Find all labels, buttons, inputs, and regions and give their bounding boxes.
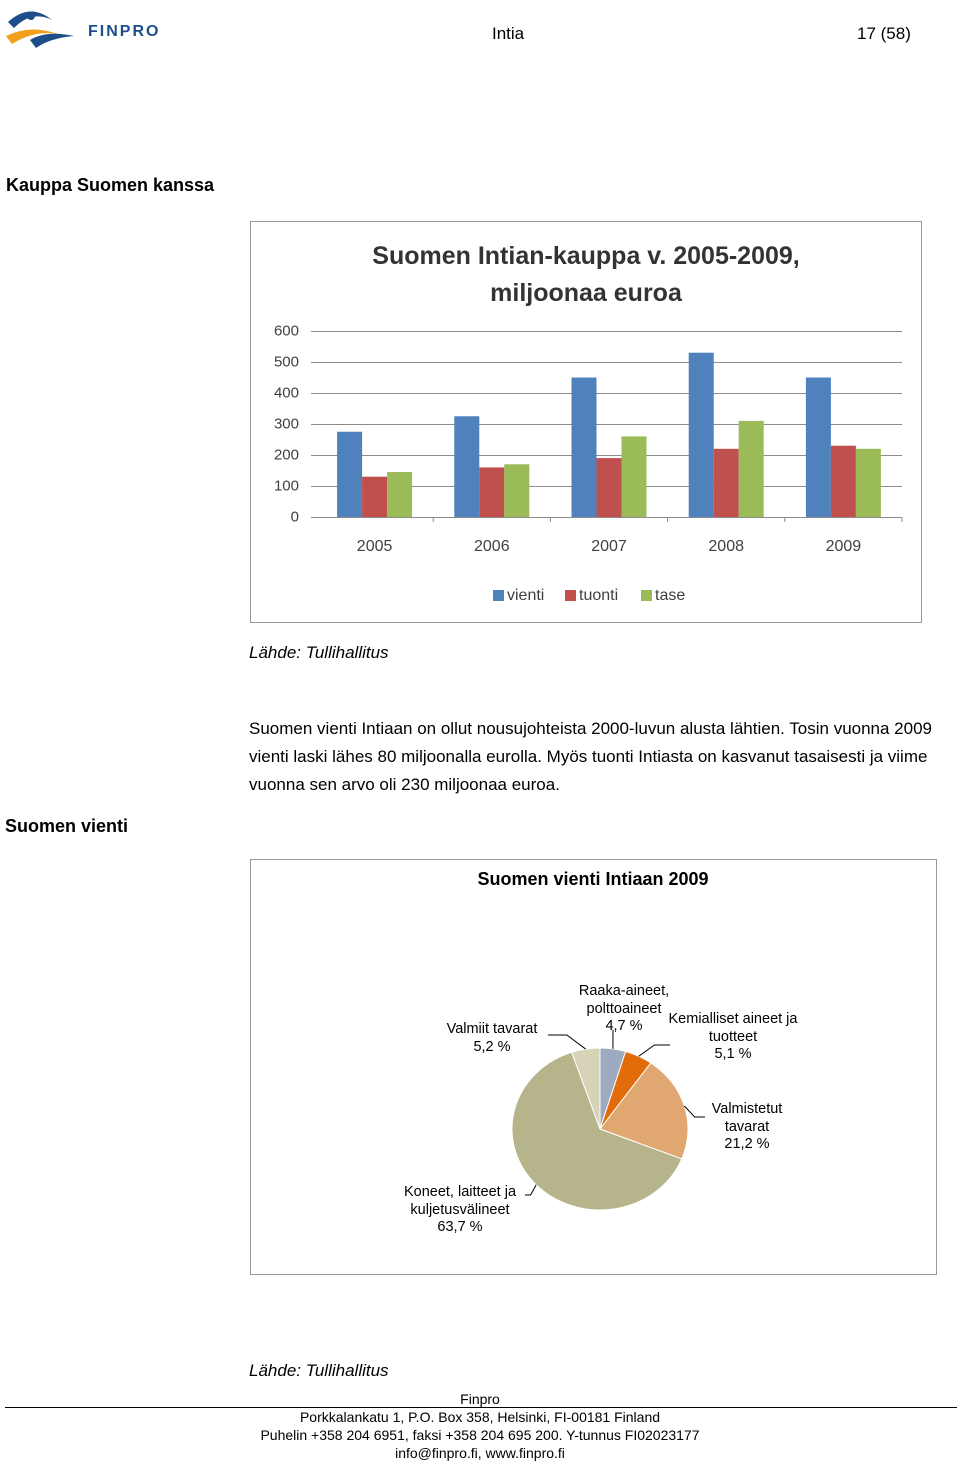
leader-line [684,1105,705,1118]
leader-line [525,1184,537,1196]
footer: Finpro Porkkalankatu 1, P.O. Box 358, He… [0,1390,960,1462]
bar [738,420,764,517]
legend-swatch [641,590,652,601]
pie-label: Valmistetut tavarat 21,2 % [700,1101,795,1154]
pie-label: Raaka-aineet, polttoaineet 4,7 % [564,983,684,1036]
legend-label: vienti [507,587,544,604]
chart-title: Suomen Intian-kauppa v. 2005-2009, miljo… [372,242,800,307]
x-tick-label: 2005 [357,538,393,555]
pie-label: Koneet, laitteet ja kuljetusvälineet 63,7… [398,1184,523,1237]
bar [571,377,597,517]
bar [454,416,480,517]
pie-label-value: 5,1 % [714,1046,752,1062]
x-tick-label: 2009 [826,538,862,555]
chart-title: Suomen vienti Intiaan 2009 [477,869,709,889]
bar [337,431,363,517]
bar [855,448,881,517]
x-tick-label: 2008 [708,538,744,555]
logo-text: FINPRO [88,23,160,40]
pie-label-value: 21,2 % [724,1136,770,1152]
y-tick-label: 100 [274,477,299,494]
logo-mark [6,11,74,48]
y-tick-label: 500 [274,353,299,370]
y-tick-label: 0 [291,508,299,525]
legend-label: tase [655,587,685,604]
legend-swatch [493,590,504,601]
footer-line: Porkkalankatu 1, P.O. Box 358, Helsinki,… [299,1409,661,1425]
bar [688,352,714,517]
source: Lähde: Tullihallitus [249,1361,389,1380]
bar [387,472,413,517]
paragraph: Suomen vienti Intiaan on ollut nousujoht… [249,719,933,794]
section-title: Kauppa Suomen kanssa [6,175,215,195]
y-tick-label: 600 [274,322,299,339]
pie-label: Valmiit tavarat 5,2 % [435,1021,550,1056]
pie-slice [511,1051,683,1211]
y-tick-label: 300 [274,415,299,432]
legend-label: tuonti [579,587,618,604]
footer-line: Puhelin +358 204 6951, faksi +358 204 69… [260,1427,700,1443]
side-heading: Suomen vienti [5,816,129,836]
bar [621,436,647,517]
bar [713,448,739,517]
bar [596,458,622,517]
leader-line [548,1034,586,1050]
pie-label: Kemialliset aineet ja tuotteet 5,1 % [668,1011,798,1064]
bar [805,377,831,517]
bar [479,467,505,517]
y-tick-label: 400 [274,384,299,401]
header-title: Intia [492,24,525,43]
y-tick-label: 200 [274,446,299,463]
source: Lähde: Tullihallitus [249,643,389,662]
bar [504,464,530,517]
pie-label-value: 5,2 % [473,1038,511,1055]
legend-swatch [565,590,576,601]
bar [362,476,388,517]
x-tick-label: 2006 [474,538,510,555]
pie-label-name: Valmistetut tavarat [711,1101,783,1135]
pie-label-name: Koneet, laitteet ja kuljetusvälineet [403,1184,517,1218]
footer-line: info@finpro.fi, www.finpro.fi [395,1445,565,1461]
pie-label-value: 63,7 % [437,1219,483,1235]
page-number: 17 (58) [857,24,911,43]
leader-line [638,1044,670,1057]
pie-label-name: Raaka-aineet, polttoaineet [578,983,670,1017]
bar-chart-frame [250,221,922,623]
x-tick-label: 2007 [591,538,627,555]
pie-label-value: 4,7 % [605,1018,643,1034]
pie-chart-frame [250,859,937,1275]
footer-name: Finpro [460,1391,500,1407]
bar [830,445,856,517]
pie-label-name: Valmiit tavarat [446,1021,538,1037]
pie-label-name: Kemialliset aineet ja tuotteet [668,1011,798,1045]
pie-slice [599,1062,689,1160]
